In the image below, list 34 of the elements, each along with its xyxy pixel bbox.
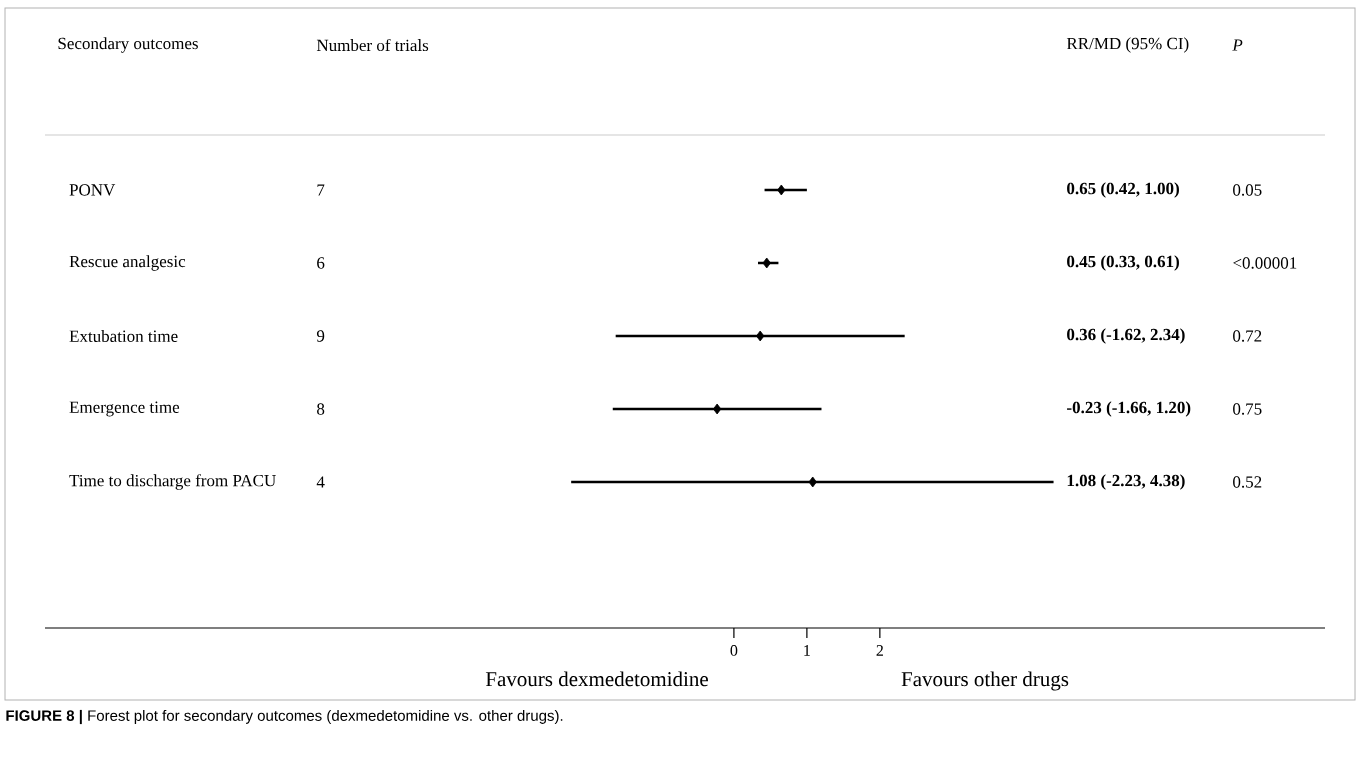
y-tick-label: Rescue analgesic [69, 255, 186, 271]
point [777, 184, 786, 196]
annotation: -0.23 (-1.66, 1.20) [1067, 401, 1191, 417]
annotation: 6 [317, 257, 325, 269]
x-tick-label: 1 [804, 645, 810, 656]
annotation: 9 [316, 330, 325, 342]
text: P [1232, 39, 1243, 51]
y-tick-label: PONV [69, 184, 116, 196]
annotation: 0.52 [1233, 476, 1262, 488]
text: Secondary outcomes [58, 37, 198, 53]
y-tick-label: Time to discharge from PACU [69, 474, 276, 490]
text: FIGURE 8 | Forest plot for secondary outcomes (dexmedetomidine vs. other drugs). [6, 709, 563, 725]
annotation: 8 [317, 403, 325, 415]
annotation: <0.00001 [1233, 257, 1297, 269]
text: RR/MD (95% CI) [1066, 37, 1189, 53]
text: Favours dexmedetomidine [485, 671, 708, 687]
point [756, 330, 765, 342]
text: Favours other drugs [901, 671, 1069, 691]
annotation: 7 [317, 184, 325, 196]
annotation: 0.45 (0.33, 0.61) [1067, 255, 1179, 271]
y-tick-label: Extubation time [69, 330, 178, 342]
point [808, 476, 817, 488]
annotation: 4 [316, 476, 325, 488]
annotation: 1.08 (-2.23, 4.38) [1067, 474, 1185, 490]
x-tick-label: 2 [876, 645, 883, 656]
text: Number of trials [316, 38, 429, 52]
annotation: 0.75 [1233, 403, 1262, 415]
annotation: 0.36 (-1.62, 2.34) [1067, 328, 1185, 344]
annotation: 0.05 [1233, 184, 1262, 196]
y-tick-label: Emergence time [69, 401, 180, 417]
x-tick-label: 0 [730, 645, 738, 656]
annotation: 0.72 [1233, 330, 1262, 342]
point [762, 257, 771, 269]
annotation: 0.65 (0.42, 1.00) [1067, 182, 1179, 198]
